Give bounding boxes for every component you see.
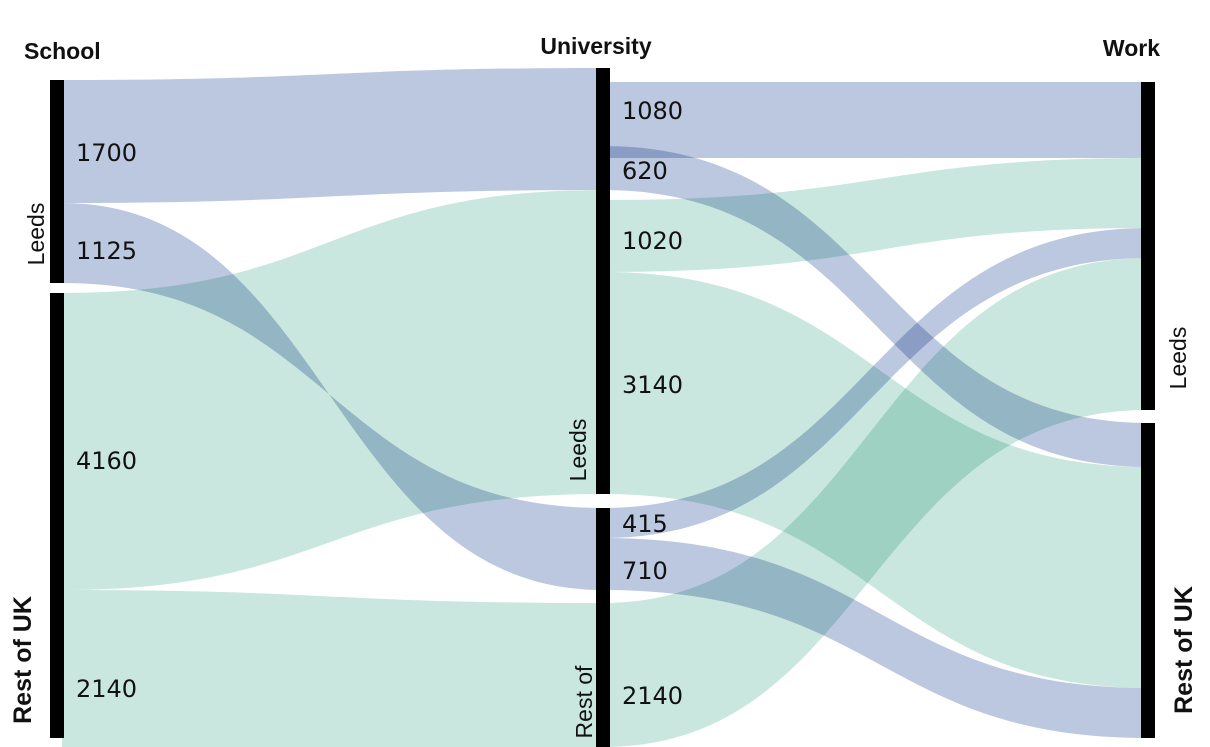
band-school-leeds-to-uni-rest bbox=[62, 203, 603, 590]
band-uni-rest-blue-to-work-rest bbox=[603, 538, 1148, 738]
stage-title-school: School bbox=[24, 38, 101, 64]
node-bar-school-rest bbox=[50, 293, 64, 738]
node-label-work-rest: Rest of UK bbox=[1170, 586, 1198, 714]
band-uni-leeds-green-to-work-rest bbox=[603, 272, 1148, 688]
node-bars bbox=[50, 68, 1155, 747]
flow-labels: 1700 1125 4160 2140 1080 620 1020 3140 4… bbox=[76, 97, 683, 710]
node-labels: Leeds Rest of UK Leeds Rest of Leeds Res… bbox=[9, 203, 1198, 739]
flow-label-uni-rest-blue-to-work-leeds: 415 bbox=[622, 510, 668, 538]
node-bar-school-leeds bbox=[50, 80, 64, 283]
flow-label-school-rest-to-uni-rest: 2140 bbox=[76, 675, 137, 703]
node-bar-work-leeds bbox=[1141, 82, 1155, 410]
flow-label-uni-leeds-green-to-work-leeds: 1020 bbox=[622, 227, 683, 255]
flow-label-uni-leeds-blue-to-work-rest: 620 bbox=[622, 157, 668, 185]
node-bar-work-rest bbox=[1141, 423, 1155, 738]
band-uni-leeds-green-to-work-leeds bbox=[603, 158, 1148, 272]
flow-label-uni-leeds-green-to-work-rest: 3140 bbox=[622, 371, 683, 399]
node-label-school-rest: Rest of UK bbox=[9, 596, 37, 724]
flow-label-school-leeds-to-uni-leeds: 1700 bbox=[76, 139, 137, 167]
flow-label-school-rest-to-uni-leeds: 4160 bbox=[76, 447, 137, 475]
node-label-work-leeds: Leeds bbox=[1165, 327, 1191, 390]
band-school-leeds-to-uni-leeds bbox=[62, 68, 603, 203]
band-uni-leeds-blue-to-work-rest bbox=[603, 146, 1148, 467]
node-bar-uni-leeds bbox=[596, 68, 610, 494]
flow-label-uni-rest-green-to-work-leeds: 2140 bbox=[622, 682, 683, 710]
stage-title-work: Work bbox=[1103, 35, 1160, 61]
band-uni-leeds-blue-to-work-leeds bbox=[603, 82, 1148, 158]
flow-bands bbox=[62, 68, 1148, 747]
band-school-rest-to-uni-rest bbox=[62, 590, 603, 747]
flow-label-uni-leeds-blue-to-work-leeds: 1080 bbox=[622, 97, 683, 125]
stage-titles: School University Work bbox=[24, 33, 1160, 64]
node-bar-uni-rest bbox=[596, 508, 610, 747]
node-label-uni-rest: Rest of bbox=[571, 665, 597, 738]
flow-label-school-leeds-to-uni-rest: 1125 bbox=[76, 237, 137, 265]
stage-title-university: University bbox=[540, 33, 651, 59]
node-label-uni-leeds: Leeds bbox=[565, 419, 591, 482]
node-label-school-leeds: Leeds bbox=[23, 203, 49, 266]
flow-label-uni-rest-blue-to-work-rest: 710 bbox=[622, 557, 668, 585]
